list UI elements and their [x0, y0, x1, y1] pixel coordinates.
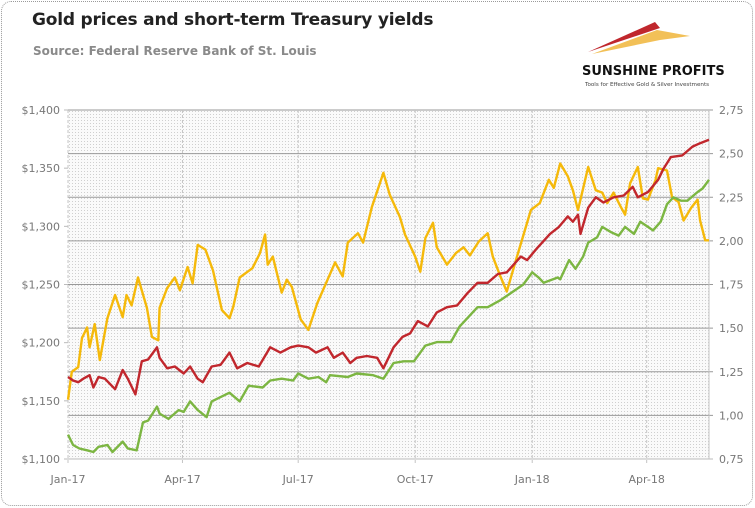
- series-line-treasury-yield-red: [67, 138, 710, 396]
- series-line-gold-price: [66, 162, 709, 400]
- x-tick-label: Oct-17: [397, 473, 434, 486]
- logo-name: SUNSHINE PROFITS: [582, 64, 725, 79]
- right-tick-label: 2,75: [719, 104, 744, 117]
- right-tick-label: 2,00: [719, 235, 744, 248]
- right-tick-label: 0,75: [719, 453, 744, 466]
- right-tick-label: 2,25: [719, 191, 744, 204]
- left-tick-label: $1,150: [22, 395, 61, 408]
- series-line-treasury-yield-green: [66, 179, 710, 454]
- chart-source: Source: Federal Reserve Bank of St. Loui…: [33, 44, 317, 58]
- right-tick-label: 1,75: [719, 279, 744, 292]
- logo-ray-red: [588, 22, 660, 52]
- right-tick-label: 1,00: [719, 409, 744, 422]
- x-tick-label: Jul-17: [282, 473, 314, 486]
- chart-title: Gold prices and short-term Treasury yiel…: [32, 10, 434, 30]
- logo-ray-gold: [592, 30, 690, 54]
- x-tick-label: Jan-18: [514, 473, 550, 486]
- x-tick-label: Jan-17: [50, 473, 86, 486]
- x-tick-label: Apr-18: [629, 473, 665, 486]
- left-tick-label: $1,300: [22, 220, 61, 233]
- left-tick-label: $1,350: [22, 162, 61, 175]
- x-tick-label: Apr-17: [164, 473, 200, 486]
- logo-tagline: Tools for Effective Gold & Silver Invest…: [584, 82, 709, 88]
- right-tick-label: 2,50: [719, 148, 744, 161]
- left-tick-label: $1,400: [22, 104, 61, 117]
- right-tick-label: 1,50: [719, 322, 744, 335]
- logo: SUNSHINE PROFITS Tools for Effective Gol…: [582, 22, 725, 88]
- left-tick-label: $1,200: [22, 337, 61, 350]
- left-tick-label: $1,100: [22, 453, 61, 466]
- left-tick-label: $1,250: [22, 279, 61, 292]
- right-tick-label: 1,25: [719, 366, 744, 379]
